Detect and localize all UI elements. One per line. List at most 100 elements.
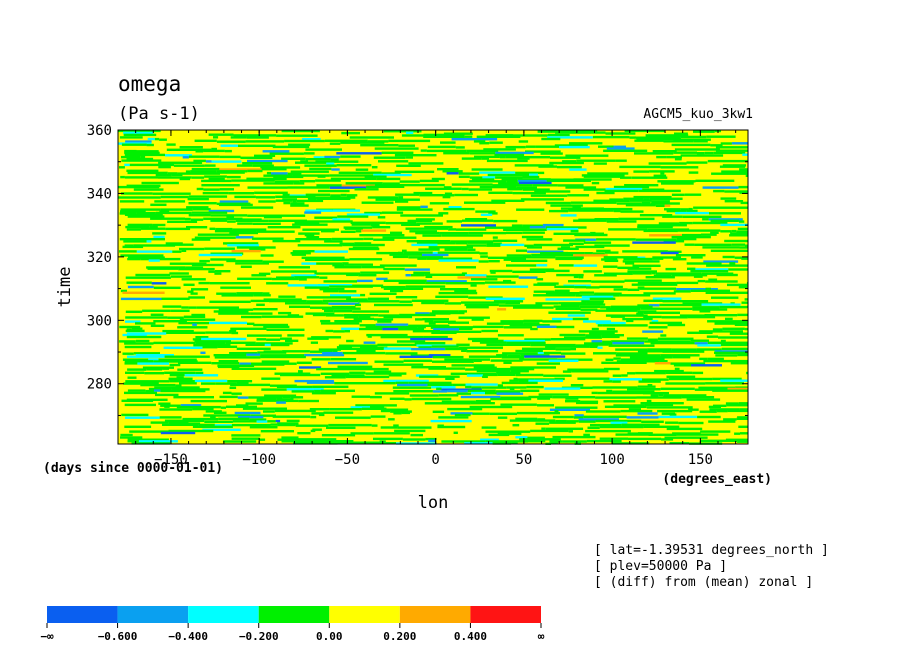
- field-streak: [475, 210, 496, 213]
- field-streak: [121, 155, 141, 159]
- field-streak: [546, 227, 579, 231]
- field-streak: [707, 320, 748, 323]
- field-streak: [276, 276, 295, 279]
- field-streak: [252, 164, 274, 167]
- field-streak: [427, 383, 453, 386]
- field-streak: [341, 184, 375, 187]
- field-streak: [266, 338, 281, 341]
- field-streak: [122, 333, 147, 337]
- field-streak: [637, 225, 673, 229]
- field-streak: [350, 406, 370, 409]
- field-streak: [640, 307, 660, 310]
- field-streak: [196, 306, 239, 309]
- field-streak: [318, 413, 325, 417]
- field-streak: [533, 283, 556, 286]
- field-streak: [708, 278, 718, 281]
- field-streak: [359, 324, 376, 327]
- field-streak: [606, 307, 641, 311]
- field-streak: [140, 383, 176, 387]
- field-streak: [469, 180, 507, 183]
- field-streak: [257, 351, 287, 354]
- field-streak: [284, 139, 325, 143]
- field-streak: [374, 184, 401, 187]
- field-streak: [431, 345, 459, 348]
- field-streak: [443, 207, 475, 211]
- field-streak: [355, 168, 369, 171]
- field-streak: [494, 153, 525, 157]
- field-streak: [663, 240, 685, 243]
- field-streak: [661, 438, 674, 441]
- field-streak: [554, 377, 565, 381]
- field-streak: [147, 267, 179, 270]
- field-streak: [294, 221, 320, 224]
- field-streak: [627, 288, 640, 291]
- field-streak: [648, 433, 677, 436]
- field-streak: [159, 416, 182, 419]
- field-streak: [546, 179, 591, 182]
- field-streak: [591, 340, 603, 343]
- field-streak: [565, 154, 609, 157]
- field-streak: [292, 174, 330, 177]
- field-streak: [153, 235, 165, 239]
- colorbar-label: −0.400: [168, 630, 208, 643]
- field-streak: [639, 214, 673, 217]
- field-streak: [493, 219, 518, 223]
- field-streak: [388, 374, 402, 377]
- field-streak: [524, 338, 551, 341]
- field-streak: [518, 140, 529, 143]
- field-streak: [509, 379, 518, 382]
- field-streak: [281, 440, 295, 443]
- field-streak: [642, 378, 669, 381]
- field-streak: [188, 155, 220, 158]
- field-streak: [624, 279, 662, 282]
- field-streak: [704, 314, 738, 317]
- field-streak: [611, 340, 645, 343]
- field-streak: [637, 310, 657, 313]
- field-streak: [401, 223, 420, 226]
- field-streak: [692, 371, 704, 375]
- field-streak: [269, 299, 307, 303]
- field-streak: [500, 320, 524, 323]
- field-streak: [490, 271, 496, 274]
- field-streak: [317, 284, 353, 287]
- field-streak: [613, 185, 650, 189]
- field-streak: [715, 149, 748, 152]
- field-streak: [551, 442, 558, 445]
- field-streak: [712, 328, 723, 331]
- field-streak: [361, 407, 387, 410]
- field-streak: [537, 397, 551, 400]
- field-streak: [670, 362, 706, 365]
- field-streak: [660, 387, 695, 390]
- field-streak: [218, 308, 254, 311]
- field-streak: [311, 412, 324, 415]
- field-streak: [501, 178, 518, 181]
- field-streak: [389, 397, 405, 400]
- field-streak: [530, 343, 576, 347]
- field-streak: [570, 229, 579, 233]
- field-streak: [538, 393, 569, 396]
- field-streak: [422, 234, 442, 237]
- field-streak: [337, 365, 373, 368]
- field-streak: [256, 303, 265, 306]
- field-streak: [709, 206, 748, 209]
- field-streak: [574, 233, 608, 237]
- field-streak: [441, 234, 483, 237]
- field-streak: [652, 297, 682, 300]
- field-streak: [251, 274, 267, 277]
- field-streak: [389, 253, 422, 256]
- field-streak: [292, 223, 328, 226]
- field-streak: [720, 339, 726, 343]
- field-streak: [394, 154, 437, 157]
- field-streak: [671, 143, 711, 147]
- field-streak: [360, 293, 366, 297]
- field-streak: [141, 181, 179, 185]
- field-streak: [122, 245, 144, 249]
- field-streak: [299, 366, 322, 369]
- field-streak: [528, 395, 553, 399]
- field-streak: [513, 134, 548, 137]
- field-streak: [472, 412, 490, 415]
- field-streak: [666, 209, 687, 213]
- field-streak: [448, 206, 462, 209]
- field-streak: [701, 233, 717, 236]
- field-streak: [591, 327, 599, 331]
